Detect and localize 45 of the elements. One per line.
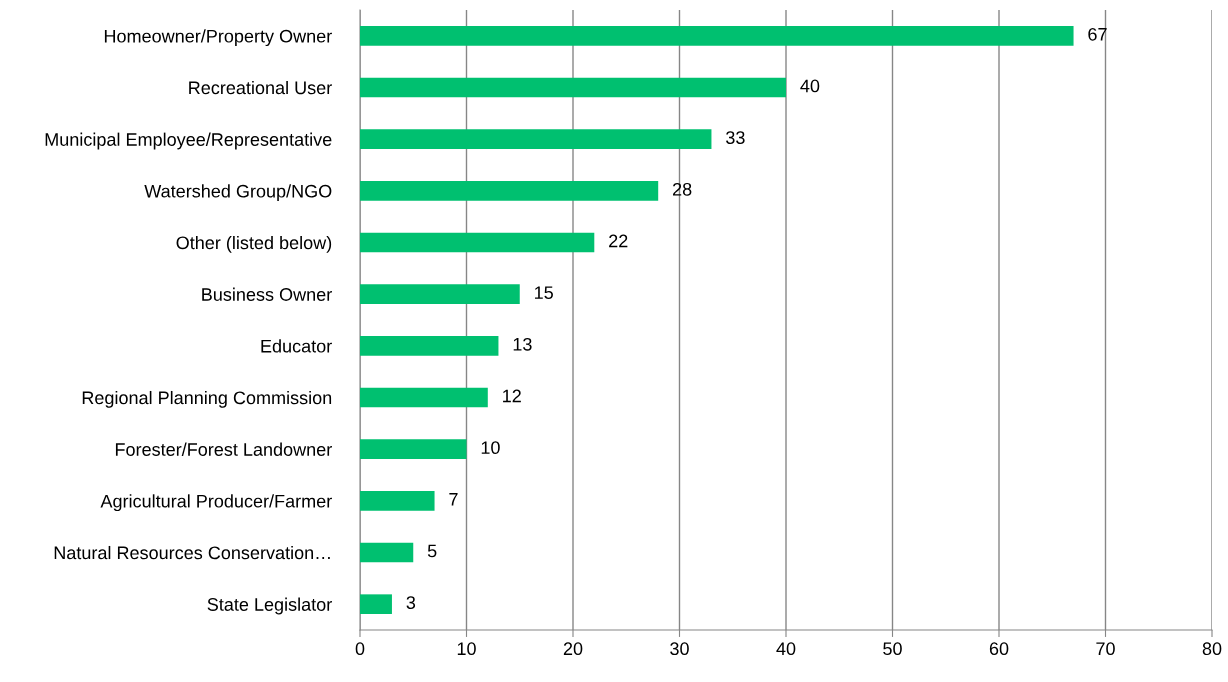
data-label: 22 bbox=[609, 234, 628, 248]
data-label: 3 bbox=[406, 596, 416, 610]
bar bbox=[360, 232, 595, 253]
data-label: 7 bbox=[449, 493, 458, 506]
data-label: 28 bbox=[673, 182, 692, 196]
data-label: 33 bbox=[726, 131, 745, 145]
x-tick-label: 70 bbox=[1096, 642, 1115, 656]
bar bbox=[360, 594, 392, 614]
data-label: 67 bbox=[1088, 27, 1107, 41]
bar bbox=[360, 284, 520, 304]
y-tick-label: Agricultural Producer/Farmer bbox=[100, 494, 332, 512]
y-tick-label: Educator bbox=[261, 339, 332, 353]
bar bbox=[360, 387, 488, 408]
data-label: 40 bbox=[800, 79, 820, 93]
y-tick-label: Natural Resources Conservation… bbox=[54, 545, 330, 560]
data-label: 15 bbox=[535, 286, 553, 300]
y-tick-label: Regional Planning Commission bbox=[82, 390, 332, 408]
y-tick-label: Watershed Group/NGO bbox=[144, 184, 332, 202]
bar bbox=[360, 129, 712, 149]
x-tick-label: 20 bbox=[563, 642, 583, 656]
bar bbox=[360, 336, 499, 356]
bar bbox=[360, 181, 659, 201]
bar bbox=[360, 77, 786, 98]
y-tick-label: Business Owner bbox=[202, 287, 332, 301]
y-tick-label: Other (listed below) bbox=[176, 235, 332, 253]
x-tick-label: 40 bbox=[776, 642, 796, 656]
y-tick-label: Municipal Employee/Representative bbox=[45, 132, 332, 150]
data-label: 10 bbox=[481, 441, 500, 455]
x-tick-label: 10 bbox=[457, 642, 476, 656]
y-tick-label: State Legislator bbox=[207, 597, 332, 615]
x-tick-label: 60 bbox=[989, 642, 1009, 656]
x-tick-label: 30 bbox=[670, 642, 689, 656]
y-tick-label: Recreational User bbox=[189, 80, 332, 95]
x-tick-label: 80 bbox=[1202, 642, 1222, 656]
data-label: 12 bbox=[503, 389, 521, 403]
x-tick-label: 50 bbox=[883, 642, 902, 656]
bar bbox=[360, 26, 1074, 46]
x-tick-label: 0 bbox=[355, 642, 365, 656]
data-label: 13 bbox=[513, 337, 532, 351]
data-label: 5 bbox=[427, 544, 437, 558]
bar bbox=[360, 439, 467, 459]
y-tick-label: Homeowner/Property Owner bbox=[104, 29, 332, 47]
bar bbox=[360, 542, 414, 563]
bar bbox=[360, 491, 435, 511]
y-tick-label: Forester/Forest Landowner bbox=[115, 442, 332, 456]
